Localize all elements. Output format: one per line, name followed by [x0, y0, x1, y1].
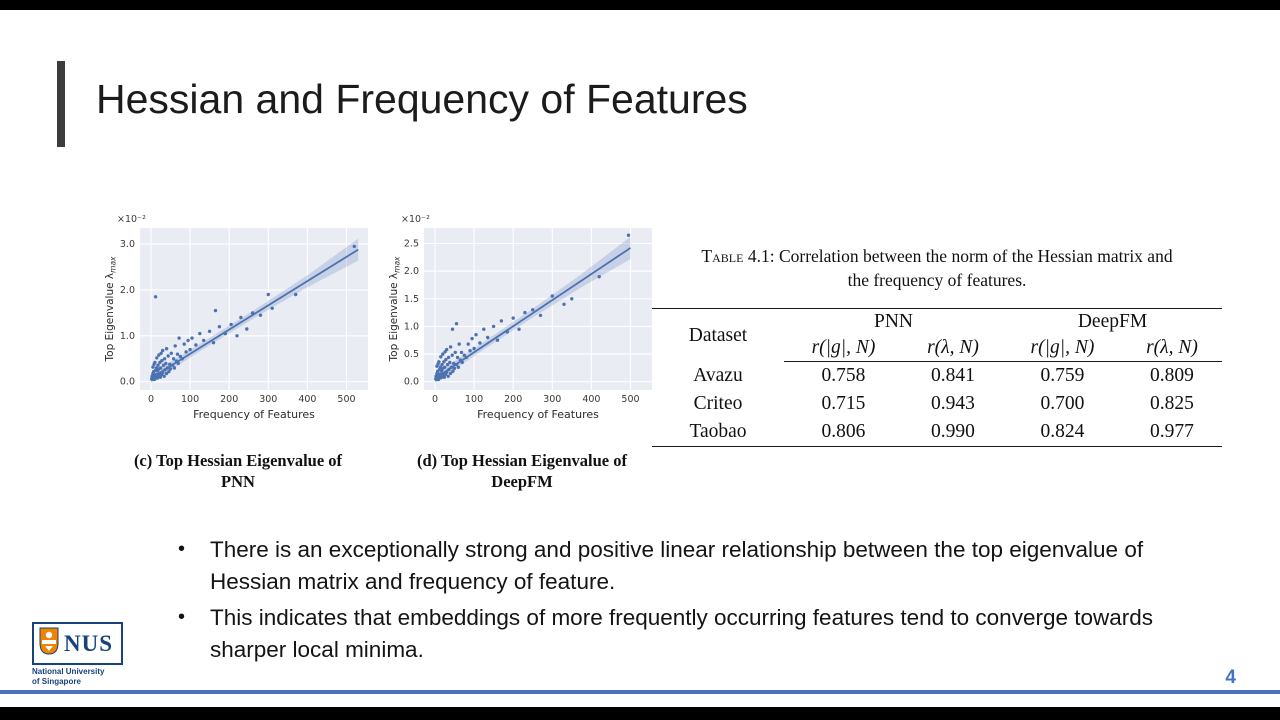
svg-text:100: 100: [465, 394, 483, 405]
svg-text:Frequency of Features: Frequency of Features: [193, 408, 315, 421]
col-header-r-lambda-n: r(λ, N): [1121, 335, 1222, 363]
table-cell: 0.977: [1150, 421, 1194, 443]
svg-text:2.5: 2.5: [404, 239, 419, 250]
col-header-dataset: Dataset: [688, 324, 748, 346]
table-row: Avazu 0.758 0.841 0.759 0.809: [652, 362, 1222, 391]
svg-text:2.0: 2.0: [404, 266, 419, 277]
svg-text:×10⁻²: ×10⁻²: [401, 214, 430, 225]
table-cell-dataset: Taobao: [689, 421, 747, 443]
table-cell-dataset: Criteo: [693, 393, 743, 415]
svg-text:1.5: 1.5: [404, 294, 419, 305]
figure-caption-deepfm: (d) Top Hessian Eigenvalue of DeepFM: [386, 450, 658, 493]
table-caption-line: the frequency of features.: [847, 270, 1027, 291]
svg-text:1.0: 1.0: [404, 321, 419, 332]
table-caption-text: Correlation between the norm of the Hess…: [778, 246, 1173, 266]
table-cell: 0.758: [821, 365, 866, 387]
svg-text:Frequency of Features: Frequency of Features: [477, 408, 599, 421]
table-cell: 0.824: [1040, 421, 1085, 443]
table-group-header-row: Dataset PNN DeepFM: [652, 309, 1222, 345]
svg-text:0.5: 0.5: [404, 349, 419, 360]
svg-text:Top Eigenvalue λmax: Top Eigenvalue λmax: [104, 256, 118, 363]
table-subheader-row: r(|g|, N) r(λ, N) r(|g|, N) r(λ, N): [652, 335, 1222, 363]
correlation-table: Dataset PNN DeepFM r(|g|, N) r(λ, N) r(|…: [652, 308, 1222, 448]
letterbox-bottom: [0, 707, 1280, 720]
table-cell: 0.700: [1040, 393, 1085, 415]
nus-logo-text: National University of Singapore: [32, 667, 123, 688]
figure-caption-line: (c) Top Hessian Eigenvalue of: [133, 451, 343, 470]
svg-text:×10⁻²: ×10⁻²: [117, 214, 146, 225]
title-accent-bar: [57, 61, 65, 147]
svg-text:500: 500: [337, 394, 355, 405]
svg-text:400: 400: [298, 394, 316, 405]
svg-text:0.0: 0.0: [404, 377, 419, 388]
svg-text:500: 500: [621, 394, 639, 405]
nus-acronym: NUS: [64, 630, 114, 656]
nus-logo-text-line: of Singapore: [32, 677, 81, 687]
svg-text:400: 400: [582, 394, 600, 405]
table-cell: 0.990: [931, 421, 975, 443]
figure-caption-line: PNN: [221, 472, 255, 492]
bullet-item: There is an exceptionally strong and pos…: [170, 534, 1155, 598]
nus-crest-icon: [39, 627, 59, 660]
scatter-chart-pnn: 0 100 200 300 400 500 0.0 1.0 2.0 3.0 ×10⁻² Frequen…: [102, 212, 374, 428]
col-group-deepfm: DeepFM: [1077, 311, 1148, 333]
table-caption: Table 4.1: Correlation between the norm …: [652, 244, 1222, 292]
nus-logo: NUS National University of Singapore: [32, 622, 124, 688]
nus-logo-text-line: National University: [32, 667, 105, 676]
letterbox-top: [0, 0, 1280, 10]
scatter-chart-deepfm: 0 100 200 300 400 500 0.0 0.5 1.0 1.5 2.0 2.5 ×10⁻² F…: [386, 212, 658, 428]
svg-text:0: 0: [148, 394, 154, 405]
figure-caption-line: DeepFM: [491, 472, 553, 492]
table-cell: 0.759: [1040, 365, 1085, 387]
svg-text:300: 300: [259, 394, 277, 405]
col-group-pnn: PNN: [873, 311, 913, 333]
figure-caption-line: (d) Top Hessian Eigenvalue of: [417, 451, 627, 470]
footer-accent-line: [0, 690, 1280, 694]
svg-text:1.0: 1.0: [120, 331, 135, 342]
slide-title: Hessian and Frequency of Features: [96, 76, 748, 122]
col-header-r-lambda-n: r(λ, N): [902, 335, 1003, 363]
svg-text:100: 100: [181, 394, 199, 405]
col-header-r-g-n: r(|g|, N): [784, 335, 903, 363]
table-cell: 0.715: [821, 393, 866, 415]
svg-text:0: 0: [432, 394, 438, 405]
svg-text:200: 200: [504, 394, 522, 405]
table-cell: 0.825: [1150, 393, 1194, 415]
bullet-item: This indicates that embeddings of more f…: [170, 602, 1155, 666]
table-caption-label: Table 4.1:: [701, 246, 775, 266]
svg-text:3.0: 3.0: [120, 239, 135, 250]
table-cell: 0.841: [931, 365, 975, 387]
figure-caption-pnn: (c) Top Hessian Eigenvalue of PNN: [102, 450, 374, 493]
table-cell-dataset: Avazu: [693, 365, 743, 387]
correlation-table-section: Table 4.1: Correlation between the norm …: [652, 244, 1222, 448]
table-caption-line: Table 4.1: Correlation between the norm …: [652, 244, 1222, 268]
table-row: Taobao 0.806 0.990 0.824 0.977: [652, 418, 1222, 447]
svg-text:200: 200: [220, 394, 238, 405]
page-number: 4: [1225, 667, 1236, 688]
table-cell: 0.943: [931, 393, 975, 415]
table-cell: 0.806: [821, 421, 866, 443]
nus-logo-box: NUS: [32, 622, 124, 665]
svg-text:Top Eigenvalue λmax: Top Eigenvalue λmax: [388, 256, 402, 363]
svg-text:2.0: 2.0: [120, 285, 135, 296]
table-row: Criteo 0.715 0.943 0.700 0.825: [652, 390, 1222, 418]
table-cell: 0.809: [1150, 365, 1194, 387]
col-header-r-g-n: r(|g|, N): [1002, 335, 1122, 363]
bullet-list: There is an exceptionally strong and pos…: [170, 534, 1155, 670]
svg-text:300: 300: [543, 394, 561, 405]
svg-text:0.0: 0.0: [120, 377, 135, 388]
